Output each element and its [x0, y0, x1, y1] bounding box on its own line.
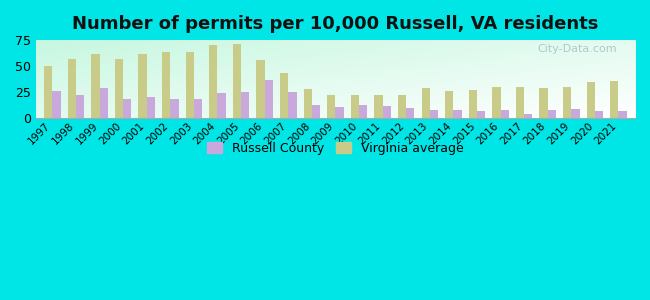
Bar — [383, 106, 391, 118]
Bar — [280, 74, 288, 118]
Bar — [351, 95, 359, 118]
Bar — [477, 111, 485, 118]
Bar — [610, 81, 619, 118]
Bar — [540, 88, 548, 118]
Bar — [288, 92, 296, 118]
Bar — [422, 88, 430, 118]
Bar — [170, 99, 179, 118]
Bar — [312, 104, 320, 118]
Bar — [194, 99, 202, 118]
Bar — [91, 54, 99, 118]
Bar — [492, 87, 500, 118]
Bar — [563, 87, 571, 118]
Bar — [68, 59, 76, 118]
Title: Number of permits per 10,000 Russell, VA residents: Number of permits per 10,000 Russell, VA… — [72, 15, 599, 33]
Bar — [76, 95, 85, 118]
Bar — [44, 66, 53, 118]
Bar — [469, 90, 477, 118]
Bar — [548, 110, 556, 118]
Bar — [53, 91, 60, 118]
Bar — [571, 109, 580, 118]
Bar — [162, 52, 170, 118]
Bar — [587, 82, 595, 118]
Bar — [398, 95, 406, 118]
Bar — [138, 54, 147, 118]
Bar — [595, 111, 603, 118]
Bar — [430, 110, 438, 118]
Bar — [218, 93, 226, 118]
Legend: Russell County, Virginia average: Russell County, Virginia average — [202, 137, 469, 160]
Bar — [327, 95, 335, 118]
Bar — [445, 91, 453, 118]
Bar — [335, 106, 344, 118]
Bar — [99, 88, 108, 118]
Bar — [374, 95, 383, 118]
Bar — [147, 97, 155, 118]
Bar — [115, 59, 123, 118]
Bar — [265, 80, 273, 118]
Bar — [256, 60, 265, 118]
Bar — [233, 44, 241, 118]
Bar — [619, 111, 627, 118]
Bar — [304, 89, 312, 118]
Bar — [516, 87, 524, 118]
Bar — [524, 114, 532, 118]
Text: City-Data.com: City-Data.com — [538, 44, 617, 54]
Bar — [209, 45, 218, 118]
Bar — [406, 108, 415, 118]
Bar — [186, 52, 194, 118]
Bar — [241, 92, 250, 118]
Bar — [359, 104, 367, 118]
Bar — [123, 99, 131, 118]
Bar — [453, 110, 461, 118]
Bar — [500, 110, 509, 118]
